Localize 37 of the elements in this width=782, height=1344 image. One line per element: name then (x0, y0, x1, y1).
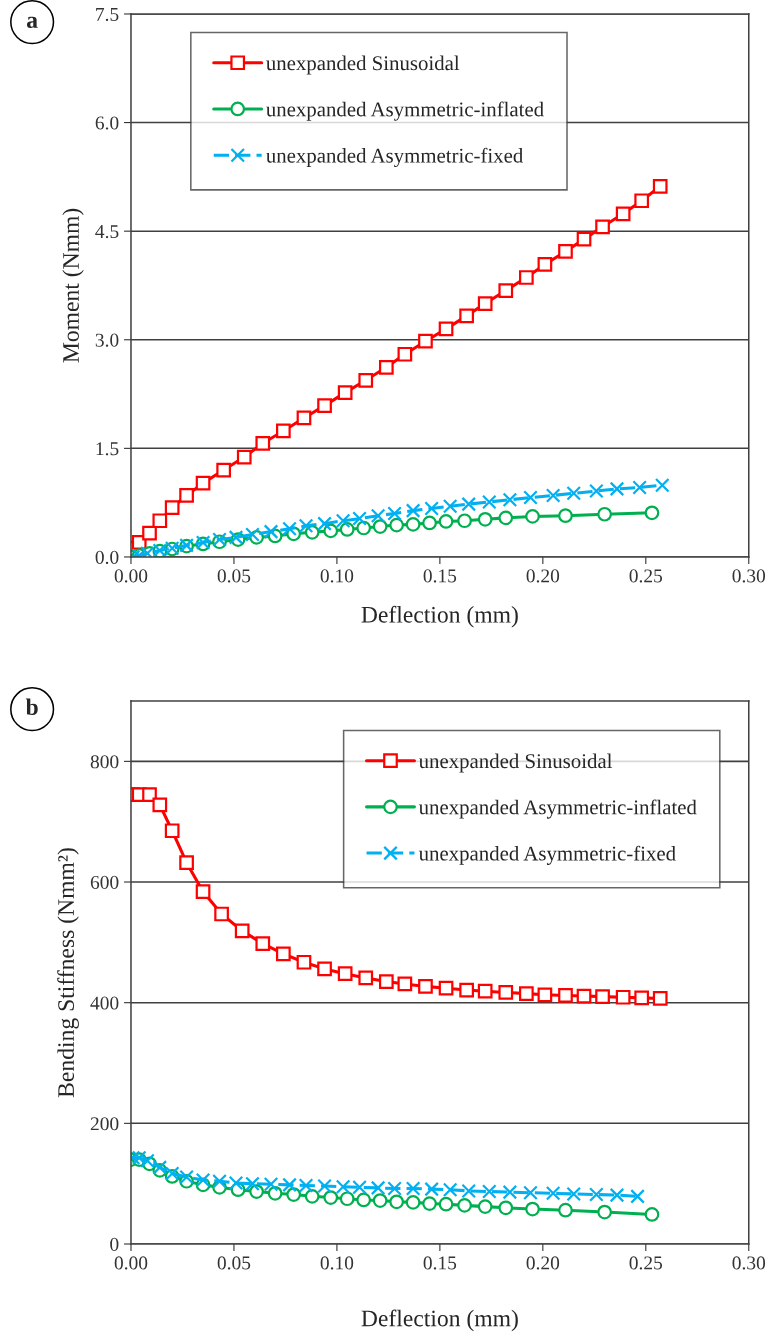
x-tick-label: 0.05 (217, 569, 251, 583)
y-tick-label: 4.5 (95, 225, 119, 239)
legend-label: unexpanded Asymmetric-inflated (266, 101, 544, 121)
legend-label: unexpanded Sinusoidal (266, 55, 460, 75)
y-tick-label: 0 (110, 1237, 119, 1251)
y-tick-label: 0.0 (95, 550, 119, 564)
x-tick-label: 0.30 (732, 1256, 766, 1270)
text: a (27, 16, 38, 29)
y-tick-label: 400 (90, 996, 119, 1010)
x-tick-label: 0.10 (320, 1256, 354, 1270)
x-tick-label: 0.10 (320, 569, 354, 583)
y-tick-label: 6.0 (95, 116, 119, 130)
x-tick-label: 0.20 (526, 569, 560, 583)
x-tick-label: 0.20 (526, 1256, 560, 1270)
y-axis-title: Moment (Nmm) (62, 208, 84, 363)
legend-label: unexpanded Asymmetric-fixed (266, 147, 524, 167)
y-tick-label: 3.0 (95, 333, 119, 347)
x-axis-title: Deflection (mm) (361, 605, 518, 628)
y-axis-title: Bending Stiffness (Nmm²) (57, 848, 79, 1098)
legend-label: unexpanded Asymmetric-inflated (418, 799, 697, 819)
x-tick-label: 0.15 (423, 1256, 457, 1270)
legend-label: unexpanded Asymmetric-fixed (418, 845, 676, 865)
x-tick-label: 0.00 (114, 569, 148, 583)
x-axis-title: Deflection (mm) (361, 1309, 518, 1332)
x-tick-label: 0.25 (629, 1256, 663, 1270)
legend-label: unexpanded Sinusoidal (418, 753, 613, 773)
y-tick-label: 200 (90, 1117, 119, 1131)
y-tick-label: 7.5 (96, 7, 119, 21)
x-tick-label: 0.30 (732, 569, 766, 583)
y-tick-label: 800 (90, 755, 119, 769)
y-tick-label: 600 (90, 875, 119, 889)
text: b (25, 698, 38, 716)
x-tick-label: 0.15 (423, 569, 457, 583)
x-tick-label: 0.05 (217, 1256, 251, 1270)
y-tick-label: 1.5 (96, 442, 119, 456)
x-tick-label: 0.00 (114, 1256, 148, 1270)
x-tick-label: 0.25 (629, 569, 663, 583)
